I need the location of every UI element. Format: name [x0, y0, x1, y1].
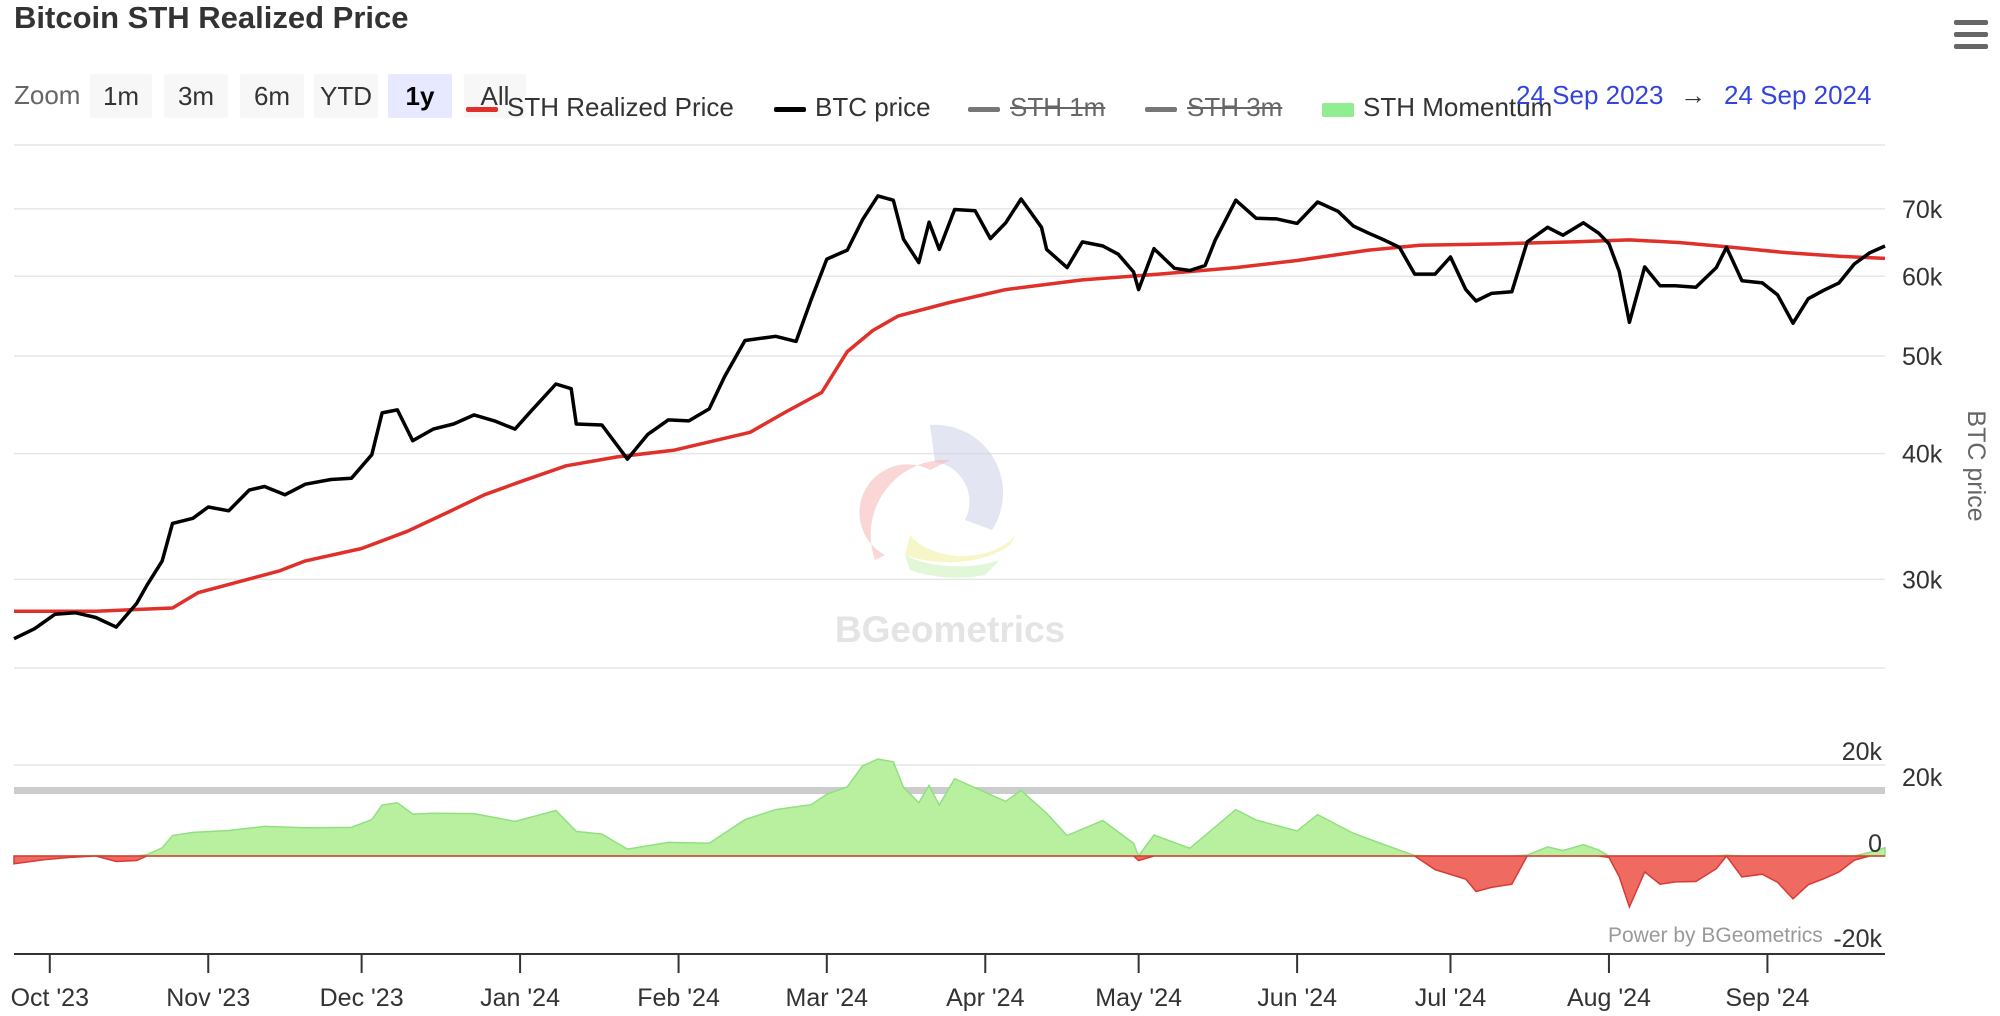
watermark-text: BGeometrics — [835, 609, 1065, 650]
x-tick-label: Jan '24 — [480, 984, 560, 1012]
legend-sth-momentum[interactable]: STH Momentum — [1363, 92, 1553, 122]
price-tick-label: 30k — [1902, 566, 1943, 594]
zoom-1m-button[interactable]: 1m — [90, 74, 152, 118]
watermark-logo — [930, 424, 1004, 530]
legend-sth-1m-symbol — [968, 107, 1000, 112]
legend-sth-realized-price[interactable]: STH Realized Price — [507, 92, 734, 122]
btc-price-line — [13, 194, 1886, 641]
x-tick-label: Jul '24 — [1415, 984, 1487, 1012]
watermark-logo — [905, 528, 1020, 563]
zoom-label: Zoom — [14, 80, 81, 110]
x-tick-label: Aug '24 — [1567, 984, 1651, 1012]
legend-sth-realized-symbol — [466, 107, 498, 112]
x-tick-label: Apr '24 — [946, 984, 1025, 1012]
momentum-tick-label: 20k — [1902, 764, 1943, 792]
x-tick-label: May '24 — [1095, 984, 1182, 1012]
range-from-date[interactable]: 24 Sep 2023 — [1516, 80, 1664, 110]
sth-realized-price-line — [14, 238, 1886, 613]
momentum-tick-label: 0 — [1868, 830, 1882, 858]
x-tick-label: Dec '23 — [320, 984, 404, 1012]
zoom-ytd-button[interactable]: YTD — [314, 74, 378, 118]
zoom-3m-button[interactable]: 3m — [164, 74, 228, 118]
price-tick-label: 40k — [1902, 441, 1943, 469]
x-tick-label: Jun '24 — [1257, 984, 1337, 1012]
price-axis-title: BTC price — [1962, 410, 1990, 521]
legend-sth-3m-symbol — [1145, 107, 1177, 112]
legend-sth-3m[interactable]: STH 3m — [1187, 92, 1283, 122]
range-to-date[interactable]: 24 Sep 2024 — [1724, 80, 1872, 110]
menu-icon[interactable] — [1954, 18, 1990, 52]
zoom-1y-button[interactable]: 1y — [388, 74, 452, 118]
momentum-negative-area — [13, 854, 1885, 910]
legend-btc-price-symbol — [774, 107, 806, 112]
price-tick-label: 50k — [1902, 343, 1943, 371]
credit-text: Power by BGeometrics — [1608, 924, 1823, 947]
x-tick-label: Feb '24 — [637, 984, 720, 1012]
momentum-tick-label: -20k — [1833, 925, 1882, 953]
price-tick-label: 60k — [1902, 263, 1943, 291]
legend-btc-price[interactable]: BTC price — [815, 92, 931, 122]
zoom-6m-button[interactable]: 6m — [240, 74, 304, 118]
price-tick-label: 70k — [1902, 196, 1943, 224]
range-arrow: → — [1680, 80, 1706, 110]
chart-title: Bitcoin STH Realized Price — [14, 0, 409, 35]
watermark-logo — [859, 459, 950, 560]
momentum-positive-area — [14, 758, 1886, 858]
legend-sth-1m[interactable]: STH 1m — [1010, 92, 1106, 122]
momentum-tick-label: 20k — [1842, 738, 1883, 766]
x-tick-label: Nov '23 — [166, 984, 250, 1012]
x-tick-label: Sep '24 — [1725, 984, 1809, 1012]
x-tick-label: Mar '24 — [786, 984, 869, 1012]
watermark-logo — [905, 555, 1000, 578]
legend-sth-momentum-symbol — [1322, 103, 1354, 117]
x-tick-label: Oct '23 — [11, 984, 89, 1012]
